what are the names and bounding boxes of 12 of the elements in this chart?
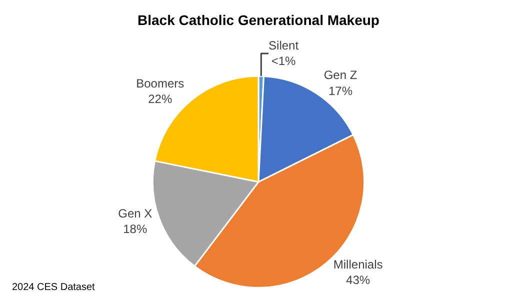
slice-label: Millenials: [333, 257, 383, 272]
text: 2024 CES Dataset: [12, 282, 96, 293]
slice-label: Gen Z: [324, 68, 358, 82]
data-label: 22%: [148, 92, 172, 106]
data-label: <1%: [271, 54, 296, 68]
data-label: 18%: [123, 222, 148, 236]
chart-title: Black Catholic Generational Makeup: [138, 12, 380, 28]
data-label: 17%: [328, 84, 353, 98]
data-label: 43%: [346, 272, 370, 287]
slice-label: Gen X: [118, 206, 152, 220]
slice-label: Silent: [268, 38, 300, 53]
slice-label: Boomers: [136, 76, 184, 90]
